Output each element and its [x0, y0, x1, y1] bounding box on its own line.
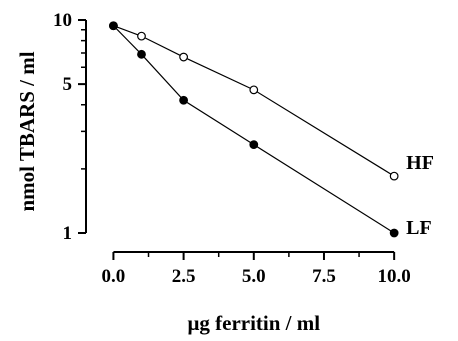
series-line-hf	[113, 25, 395, 177]
x-axis-ticks: 0.0 2.5 5.0 7.5 10.0	[102, 252, 411, 287]
data-point-lf	[109, 21, 118, 31]
data-point-lf	[137, 49, 146, 59]
y-axis-title: nmol TBARS / ml	[15, 51, 39, 211]
data-point-hf	[249, 85, 259, 95]
x-tick-label: 10.0	[378, 266, 411, 287]
series-lines	[112, 25, 395, 234]
series-label-hf: HF	[406, 152, 434, 174]
x-tick-label: 5.0	[242, 266, 266, 287]
data-point-hf	[137, 31, 146, 41]
x-tick-label: 7.5	[312, 266, 336, 287]
data-point-lf	[389, 228, 399, 238]
series-points	[109, 21, 399, 238]
x-axis-title: μg ferritin / ml	[187, 311, 320, 335]
x-tick-label: 0.0	[102, 266, 126, 287]
y-tick-label: 10	[53, 10, 72, 31]
x-tick-label: 2.5	[172, 266, 196, 287]
y-tick-label: 1	[63, 223, 73, 244]
series-label-lf: LF	[406, 217, 432, 239]
series-labels: HF LF	[406, 152, 434, 239]
data-point-hf	[179, 52, 189, 62]
data-point-lf	[249, 140, 259, 150]
data-point-hf	[389, 171, 399, 181]
y-tick-label: 5	[63, 74, 73, 95]
series-line-lf	[112, 25, 395, 234]
data-point-lf	[179, 95, 189, 105]
